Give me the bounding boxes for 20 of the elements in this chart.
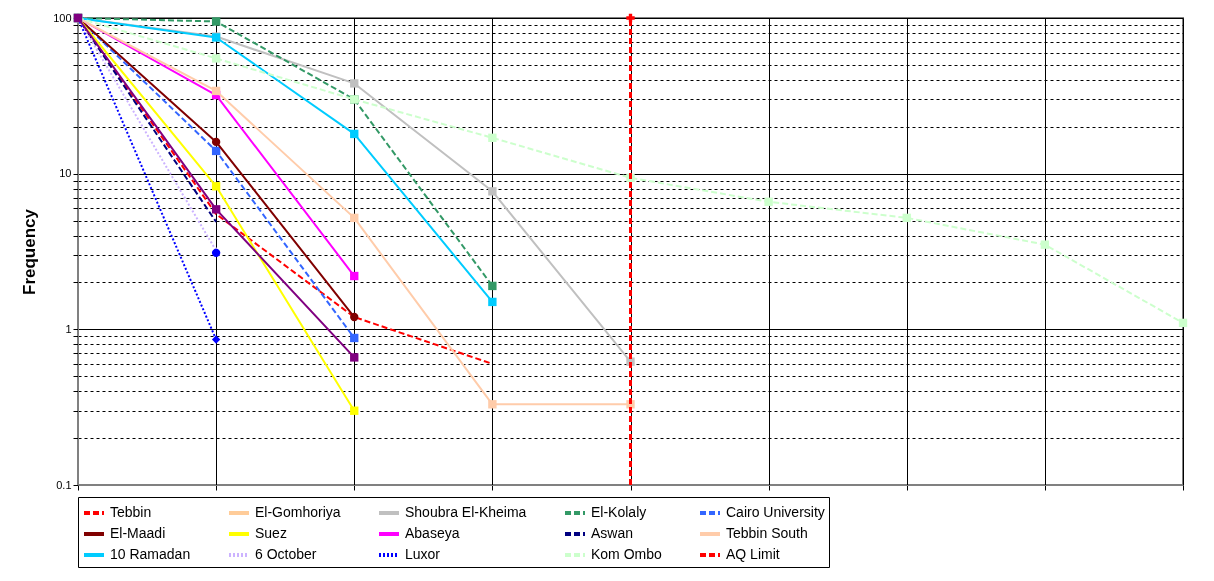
legend-label: Tebbin South: [726, 525, 808, 541]
legend-label: Luxor: [405, 546, 441, 562]
legend-label: El-Kolaly: [591, 504, 647, 520]
legend-label: Cairo University: [726, 504, 825, 520]
legend-label: Tebbin: [110, 504, 152, 520]
legend-label: AQ Limit: [726, 546, 780, 562]
legend-label: El-Gomhoriya: [255, 504, 341, 520]
legend-label: Suez: [255, 525, 287, 541]
y-tick-label: 1: [65, 322, 72, 335]
legend-label: El-Maadi: [110, 525, 166, 541]
legend-label: 6 October: [255, 546, 317, 562]
legend-label: Shoubra El-Kheima: [405, 504, 527, 520]
legend-label: Aswan: [591, 525, 634, 541]
legend-label: Kom Ombo: [591, 546, 663, 562]
y-axis-title: Frequency: [20, 208, 40, 295]
legend-label: Abaseya: [405, 525, 460, 541]
y-tick-label: 100: [53, 11, 72, 24]
y-tick-label: 10: [59, 167, 72, 180]
y-tick-label: 0.1: [56, 478, 72, 491]
legend-label: 10 Ramadan: [110, 546, 191, 562]
